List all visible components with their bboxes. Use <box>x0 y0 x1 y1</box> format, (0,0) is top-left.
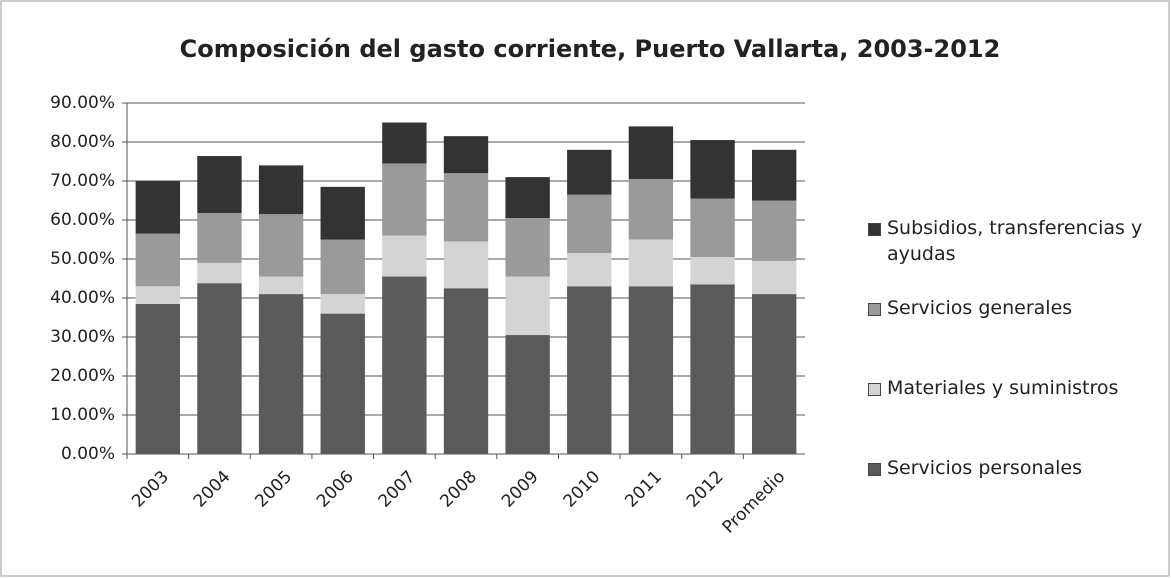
bar-segment <box>505 335 550 454</box>
legend-swatch <box>868 303 881 316</box>
y-tick-label: 30.00% <box>50 327 115 347</box>
legend-swatch <box>868 383 881 396</box>
bar-segment <box>320 186 365 240</box>
y-tick-label: 10.00% <box>50 405 115 425</box>
x-tick-label: 2012 <box>683 467 728 512</box>
x-tick-label: 2004 <box>190 467 235 512</box>
y-tick-label: 50.00% <box>50 249 115 269</box>
bar-segment <box>567 286 612 454</box>
bar-segment <box>505 177 550 219</box>
bar-segment <box>690 198 735 258</box>
bar-segment <box>197 212 242 263</box>
bar-segment <box>320 313 365 454</box>
bar-segment <box>258 214 304 277</box>
legend-item: Servicios personales <box>868 455 1168 535</box>
bar-segment <box>382 276 427 454</box>
y-tick-label: 70.00% <box>50 171 115 191</box>
bar-segment <box>690 284 735 454</box>
legend-label: Subsidios, transferencias y ayudas <box>887 217 1143 265</box>
x-tick-label: 2008 <box>436 467 481 512</box>
x-tick-label: 2010 <box>560 467 605 512</box>
bar-segment <box>567 253 612 287</box>
bar-segment <box>628 239 674 287</box>
bar-segment <box>443 241 489 289</box>
legend-label: Servicios generales <box>887 297 1073 319</box>
x-tick-label: 2005 <box>251 467 296 512</box>
bar-segment <box>135 303 181 454</box>
x-tick-label: 2007 <box>375 467 420 512</box>
y-tick-label: 20.00% <box>50 366 115 386</box>
bar-segment <box>258 165 304 215</box>
bar-segment <box>197 283 242 454</box>
bar-segment <box>135 181 181 234</box>
legend-swatch <box>868 223 881 236</box>
x-tick-label: 2006 <box>313 467 358 512</box>
bar-segment <box>382 163 427 236</box>
bar-segment <box>751 260 797 295</box>
bar-segment <box>628 179 674 240</box>
y-tick-label: 0.00% <box>61 444 115 464</box>
x-tick-label: 2003 <box>128 467 173 512</box>
bar-segment <box>382 122 427 164</box>
y-tick-label: 90.00% <box>50 93 115 113</box>
bar-segment <box>382 235 427 277</box>
bar-segment <box>443 136 489 174</box>
bar-segment <box>505 218 550 277</box>
legend-label: Materiales y suministros <box>887 377 1119 399</box>
y-tick-label: 40.00% <box>50 288 115 308</box>
bar-segment <box>258 276 304 295</box>
bar-segment <box>135 286 181 304</box>
bar-segment <box>751 149 797 201</box>
bar-segment <box>628 286 674 454</box>
bar-segment <box>320 239 365 295</box>
bar-segment <box>443 288 489 454</box>
bar-segment <box>135 233 181 287</box>
x-tick-label: 2011 <box>621 467 666 512</box>
legend-item: Materiales y suministros <box>868 375 1168 455</box>
bar-segment <box>690 257 735 285</box>
y-tick-label: 60.00% <box>50 210 115 230</box>
legend: Subsidios, transferencias y ayudas Servic… <box>868 215 1168 535</box>
bar-segment <box>505 276 550 336</box>
legend-item: Subsidios, transferencias y ayudas <box>868 215 1168 295</box>
bar-segment <box>567 194 612 254</box>
bar-segment <box>197 262 242 284</box>
legend-swatch <box>868 463 881 476</box>
bar-segment <box>258 294 304 454</box>
bar-segment <box>320 294 365 314</box>
bar-segment <box>751 200 797 261</box>
x-tick-label: Promedio <box>719 467 790 538</box>
bar-segment <box>443 173 489 242</box>
legend-item: Servicios generales <box>868 295 1168 375</box>
bar-segment <box>751 294 797 454</box>
bar-segment <box>567 149 612 195</box>
x-tick-label: 2009 <box>498 467 543 512</box>
bar-segment <box>628 126 674 180</box>
chart-title: Composición del gasto corriente, Puerto … <box>180 35 1001 63</box>
bar-segment <box>197 156 242 213</box>
legend-label: Servicios personales <box>887 457 1083 479</box>
bar-segment <box>690 140 735 199</box>
y-tick-label: 80.00% <box>50 132 115 152</box>
